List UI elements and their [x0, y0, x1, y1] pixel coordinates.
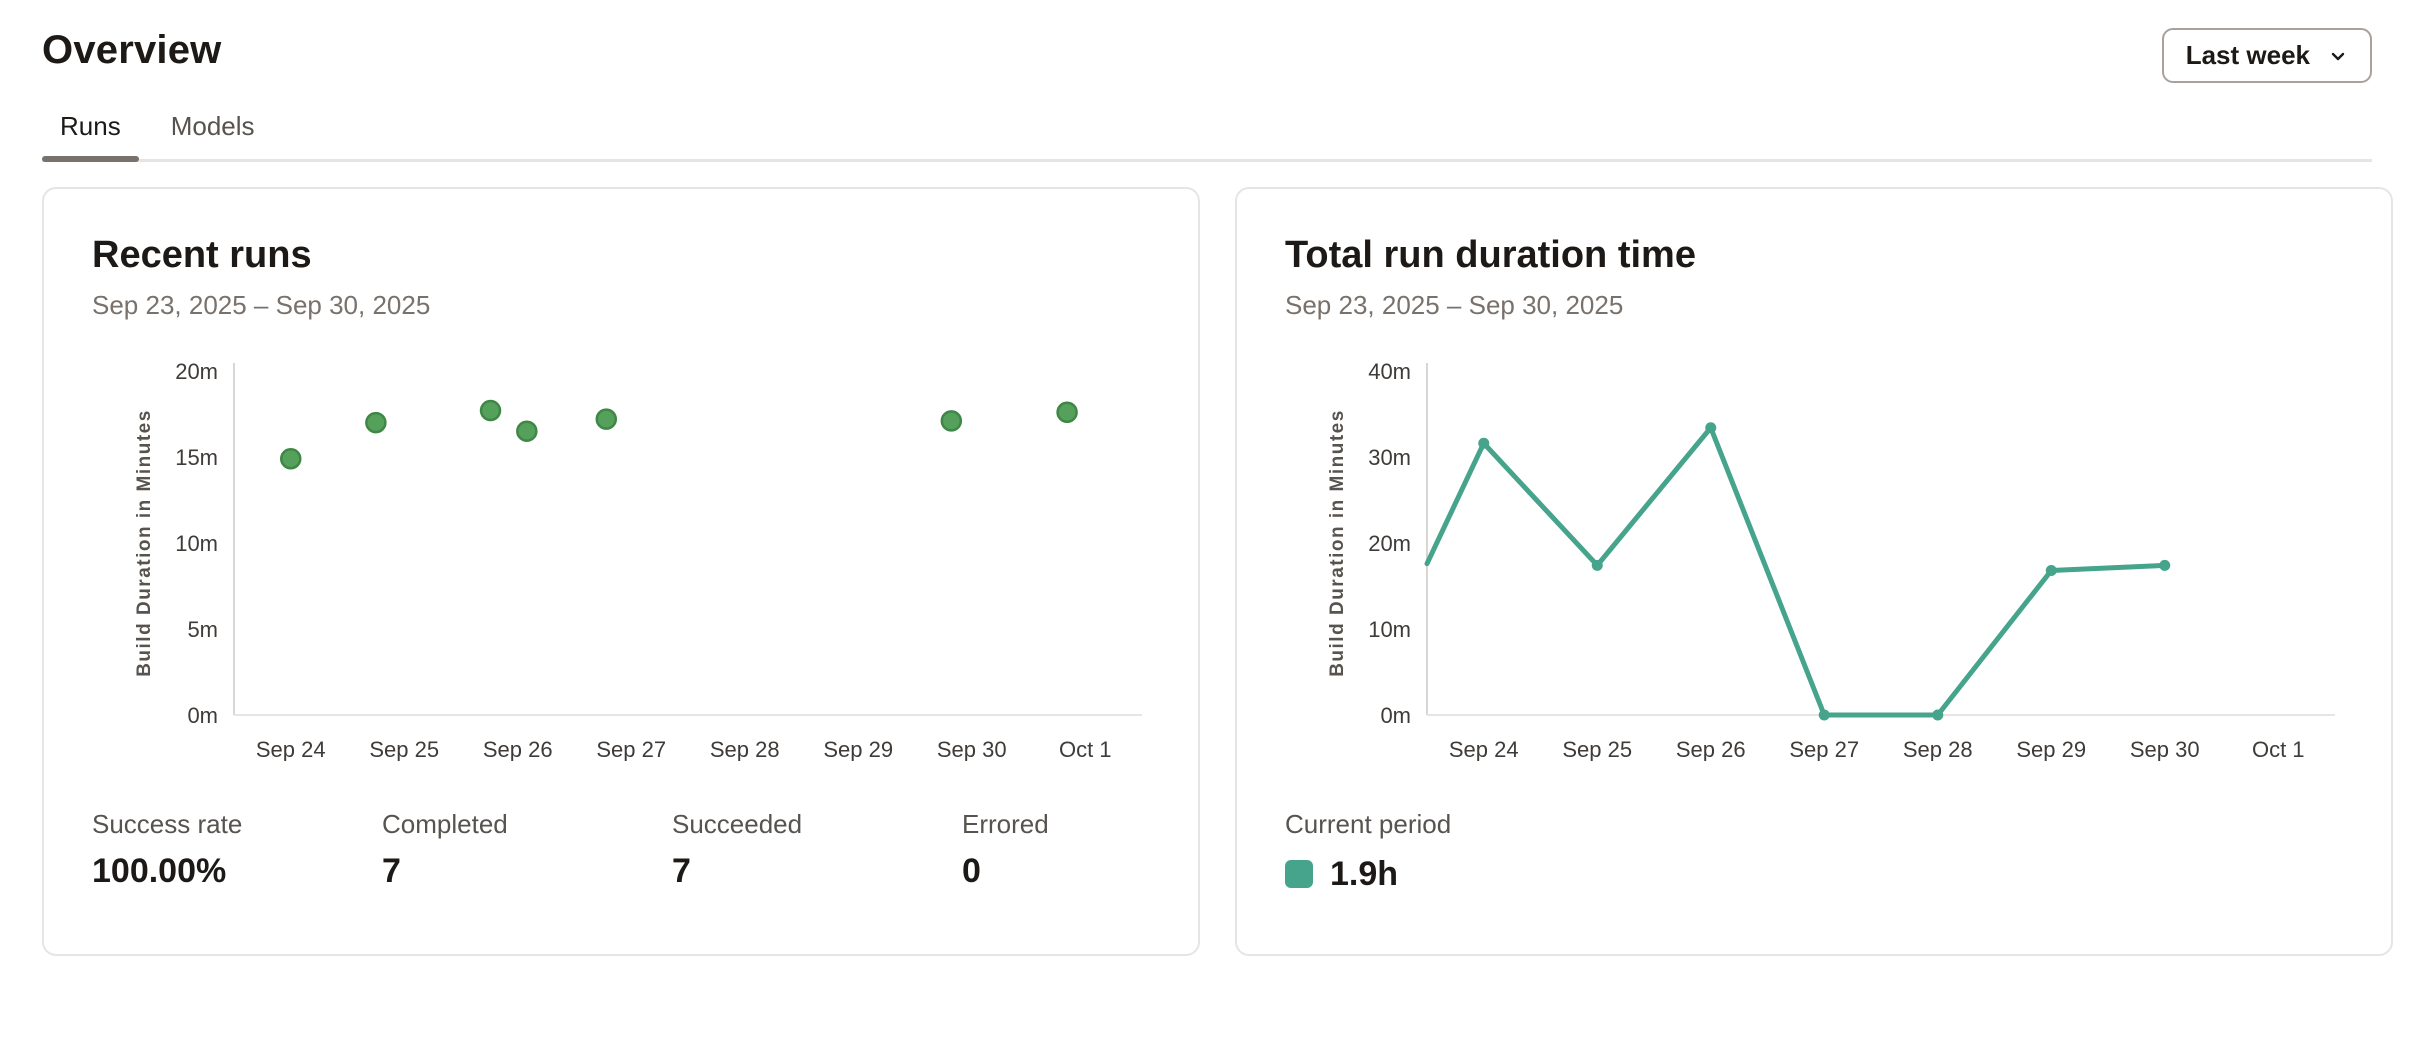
x-tick-label: Sep 24 [256, 737, 326, 761]
x-tick-label: Oct 1 [1059, 737, 1112, 761]
stat-label: Success rate [92, 808, 243, 839]
y-tick-label: 15m [175, 445, 218, 470]
line-point [1818, 709, 1830, 721]
duration-chart: 0m 10m 20m 30m 40m Sep 24 Sep 25 Sep 26 Sep 27 Se… [1327, 359, 2335, 761]
stat-errored: Errored 0 [962, 809, 1152, 891]
line-point [1478, 437, 1490, 449]
chevron-down-icon [2331, 52, 2345, 60]
y-tick-label: 20m [175, 359, 218, 384]
stat-completed: Completed 7 [382, 809, 672, 891]
tab-models-label: Models [170, 111, 255, 141]
legend-label: Current period [1285, 808, 1452, 839]
x-tick-label: Sep 26 [483, 737, 553, 761]
page-title: Overview [42, 28, 222, 72]
line-point [2045, 564, 2057, 576]
recent-runs-chart: 0m 5m 10m 15m 20m Sep 24 Sep 25 Sep 26 Sep 27 Sep… [134, 359, 1142, 761]
x-tick-label: Sep 29 [2016, 737, 2086, 761]
stat-success-rate: Success rate 100.00% [92, 809, 382, 891]
y-tick-label: 20m [1368, 531, 1411, 556]
scatter-point [280, 447, 302, 470]
card-title: Recent runs [92, 234, 312, 276]
date-range: Sep 23, 2025 – Sep 30, 2025 [92, 289, 431, 320]
x-tick-label: Sep 28 [1903, 737, 1973, 761]
x-tick-label: Sep 30 [2130, 737, 2200, 761]
x-tick-label: Sep 27 [596, 737, 666, 761]
y-tick-label: 5m [187, 617, 218, 642]
x-tick-label: Sep 26 [1676, 737, 1746, 761]
stat-value: 100.00% [92, 851, 227, 890]
y-tick-label: 30m [1368, 445, 1411, 470]
duration-line [1424, 424, 2168, 718]
tab-models[interactable]: Models [153, 111, 273, 159]
line-point [1932, 709, 1944, 721]
stat-value: 7 [672, 851, 691, 890]
legend-swatch [1285, 860, 1313, 889]
x-tick-label: Sep 27 [1789, 737, 1859, 761]
legend-value: 1.9h [1330, 854, 1399, 893]
y-tick-label: 10m [1368, 617, 1411, 642]
page-header: Overview Last week [0, 0, 2414, 83]
date-range: Sep 23, 2025 – Sep 30, 2025 [1285, 289, 1624, 320]
stat-value: 7 [382, 851, 401, 890]
tab-bar: Runs Models [42, 111, 2372, 162]
chart-legend: Current period 1.9h [1285, 809, 2345, 894]
scatter-point [365, 411, 387, 433]
total-run-duration-card: Total run duration time Sep 23, 2025 – S… [1235, 187, 2393, 956]
scatter-point [479, 399, 502, 421]
scatter-point [1056, 401, 1078, 423]
active-tab-underline [42, 156, 139, 162]
overview-cards: Recent runs Sep 23, 2025 – Sep 30, 2025 … [42, 187, 2393, 956]
stat-succeeded: Succeeded 7 [672, 809, 962, 891]
y-axis-title: Build Duration in Minutes [134, 409, 155, 677]
x-tick-label: Oct 1 [2252, 737, 2305, 761]
stat-label: Errored [962, 808, 1049, 839]
period-selector-value: Last week [2185, 40, 2310, 70]
scatter-point [940, 409, 963, 432]
recent-runs-card: Recent runs Sep 23, 2025 – Sep 30, 2025 … [42, 187, 1200, 956]
line-point [1705, 421, 1717, 433]
line-point [1591, 559, 1603, 571]
x-tick-label: Sep 29 [823, 737, 893, 761]
x-tick-label: Sep 24 [1449, 737, 1519, 761]
period-selector-dropdown[interactable]: Last week [2161, 28, 2372, 83]
y-tick-label: 0m [1380, 703, 1411, 728]
x-tick-label: Sep 25 [369, 737, 439, 761]
tab-runs[interactable]: Runs [42, 111, 139, 162]
legend-row: 1.9h [1285, 855, 2345, 894]
line-point [2159, 559, 2171, 571]
scatter-point [595, 408, 618, 430]
y-tick-label: 40m [1368, 359, 1411, 384]
tab-runs-label: Runs [60, 111, 121, 141]
y-tick-label: 10m [175, 531, 218, 556]
run-stats-row: Success rate 100.00% Completed 7 Succeed… [92, 809, 1152, 891]
stat-label: Completed [382, 808, 508, 839]
stat-label: Succeeded [672, 808, 803, 839]
x-tick-label: Sep 25 [1562, 737, 1632, 761]
x-tick-label: Sep 30 [937, 737, 1007, 761]
y-tick-label: 0m [187, 703, 218, 728]
scatter-point [516, 420, 538, 442]
card-title: Total run duration time [1285, 234, 1696, 276]
y-axis-title: Build Duration in Minutes [1327, 409, 1348, 677]
x-tick-label: Sep 28 [710, 737, 780, 761]
stat-value: 0 [962, 851, 981, 890]
